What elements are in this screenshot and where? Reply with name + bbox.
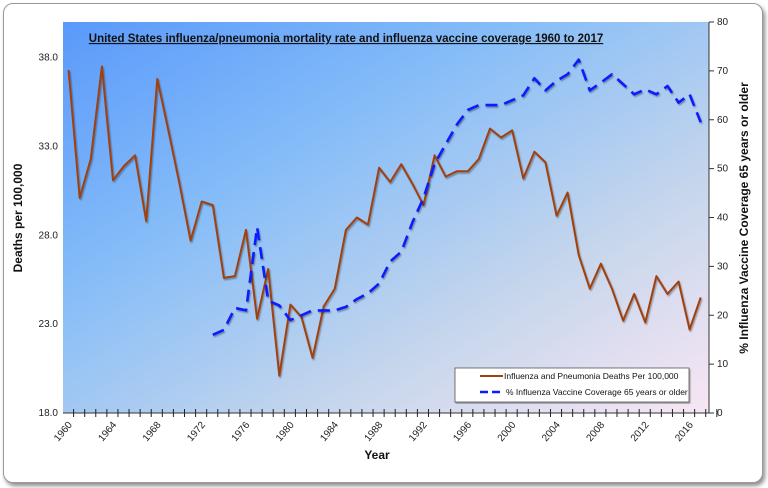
x-tick-label: 1996	[451, 420, 474, 444]
x-tick-label: 2008	[584, 420, 607, 444]
x-tick-label: 1968	[141, 420, 164, 444]
y2-tick-label: 80	[717, 17, 729, 28]
y-axis-label: Deaths per 100,000	[11, 163, 25, 272]
x-tick-label: 1980	[274, 420, 297, 444]
y2-tick-label: 40	[717, 213, 729, 224]
x-tick-label: 1984	[318, 420, 341, 444]
x-tick-label: 1960	[52, 420, 75, 444]
x-tick-label: 2016	[673, 420, 696, 444]
legend-label-deaths: Influenza and Pneumonia Deaths Per 100,0…	[504, 371, 679, 381]
y2-tick-label: 50	[717, 164, 729, 175]
x-tick-label: 1992	[407, 420, 430, 444]
y-tick-label: 33.0	[39, 141, 59, 152]
y2-tick-label: 0	[717, 408, 723, 419]
y2-tick-label: 10	[717, 359, 729, 370]
y2-axis-label: % Influenza Vaccine Coverage 65 years or…	[737, 82, 751, 354]
y-tick-label: 18.0	[39, 408, 59, 419]
deaths-series-line	[67, 65, 702, 377]
y-tick-label: 28.0	[39, 230, 59, 241]
x-tick-label: 2000	[496, 420, 519, 444]
x-tick-label: 1988	[363, 420, 386, 444]
chart-title: United States influenza/pneumonia mortal…	[89, 33, 603, 45]
legend-box	[454, 367, 690, 403]
x-tick-label: 1976	[230, 420, 253, 444]
y2-tick-label: 70	[717, 66, 729, 77]
x-tick-label: 1972	[185, 420, 208, 444]
y-tick-label: 23.0	[39, 319, 59, 330]
y2-tick-label: 20	[717, 310, 729, 321]
plot-area	[63, 22, 709, 413]
x-tick-label: 2012	[629, 420, 652, 444]
legend-label-vaccine: % Influenza Vaccine Coverage 65 years or…	[506, 387, 688, 397]
y-tick-label: 38.0	[39, 53, 59, 64]
x-axis-label: Year	[364, 448, 390, 462]
legend: Influenza and Pneumonia Deaths Per 100,0…	[454, 367, 690, 403]
x-tick-label: 2004	[540, 420, 563, 444]
x-tick-label: 1964	[97, 420, 120, 444]
y2-tick-label: 60	[717, 115, 729, 126]
y2-tick-label: 30	[717, 261, 729, 272]
